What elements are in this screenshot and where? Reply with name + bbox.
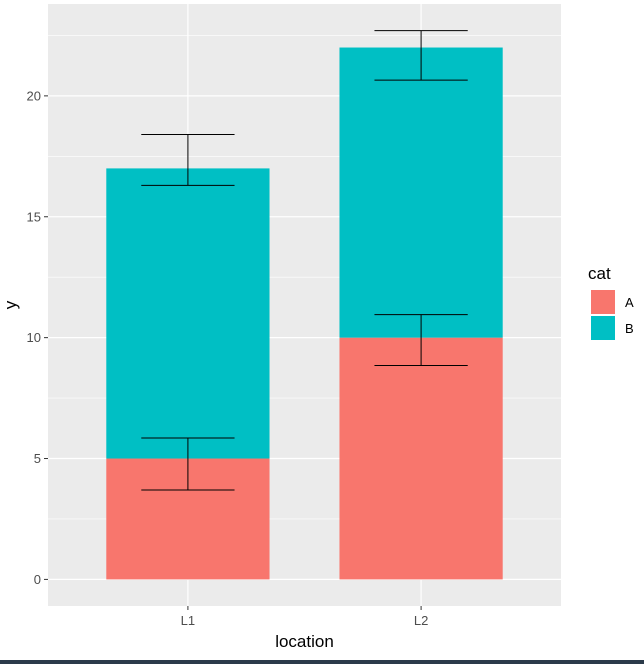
y-tick-label: 10 <box>27 330 41 345</box>
x-axis: L1 L2 <box>181 606 428 628</box>
bars <box>106 47 503 580</box>
legend: cat AB <box>588 264 634 340</box>
bar-L2-A <box>339 337 503 580</box>
legend-title: cat <box>588 264 611 283</box>
y-tick-label: 0 <box>34 572 41 587</box>
errorbar-L1-B <box>141 134 235 186</box>
y-axis-title: y <box>1 300 20 309</box>
legend-key-B <box>591 316 615 340</box>
y-tick-label: 15 <box>27 209 41 224</box>
legend-label-A: A <box>625 295 634 310</box>
x-tick-label: L2 <box>414 613 428 628</box>
y-axis: 0 5 10 15 20 <box>27 88 48 587</box>
errorbar-L2-A <box>374 314 468 366</box>
y-tick-label: 20 <box>27 88 41 103</box>
legend-key-A <box>591 290 615 314</box>
y-tick-label: 5 <box>34 451 41 466</box>
x-tick-label: L1 <box>181 613 195 628</box>
errorbar-L1-A <box>141 437 235 491</box>
window-bottom-bar <box>0 660 644 664</box>
errorbar-L2-B <box>374 30 468 81</box>
bar-L1-B <box>106 168 270 459</box>
bar-L2-B <box>339 47 503 338</box>
legend-label-B: B <box>625 321 634 336</box>
error-bars <box>141 30 468 491</box>
x-axis-title: location <box>275 632 334 651</box>
